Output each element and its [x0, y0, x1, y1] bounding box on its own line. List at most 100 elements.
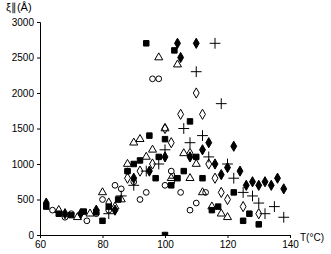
y-tick: 1500 [12, 123, 40, 134]
y-tick-label: 2000 [12, 88, 35, 99]
chart-svg: 6080100120140050010001500200025003000T(°… [0, 0, 331, 254]
point [153, 175, 158, 180]
point [185, 137, 196, 148]
point [253, 198, 264, 209]
point [247, 191, 258, 202]
y-axis-title: ξ∥(Å) [6, 1, 32, 14]
x-axis-line [41, 236, 291, 239]
point [240, 202, 246, 212]
point [103, 208, 114, 219]
x-tick: 140 [282, 235, 299, 250]
point [100, 218, 105, 223]
point [100, 197, 106, 203]
x-tick: 60 [35, 235, 47, 250]
point [116, 191, 127, 202]
point [186, 174, 194, 181]
point [84, 218, 90, 224]
point [155, 53, 163, 60]
point [231, 141, 237, 151]
y-tick-label: 3000 [12, 17, 35, 28]
point [144, 41, 149, 46]
y-tick: 2500 [12, 52, 40, 63]
point [55, 206, 63, 213]
series-4 [106, 88, 262, 219]
point [216, 98, 227, 109]
point [200, 175, 205, 180]
point [193, 38, 199, 48]
point [150, 76, 156, 82]
y-tick: 2000 [12, 88, 40, 99]
point [228, 173, 239, 184]
point [178, 109, 184, 119]
point [187, 207, 193, 213]
y-tick: 0 [28, 230, 40, 241]
series-0 [44, 41, 262, 235]
point [212, 173, 218, 183]
point [162, 136, 167, 141]
point [153, 159, 164, 170]
x-tick-label: 80 [97, 239, 109, 250]
point [275, 173, 281, 183]
y-tick-label: 1000 [12, 159, 35, 170]
x-tick-label: 100 [157, 239, 174, 250]
point [98, 188, 106, 195]
series-5 [103, 38, 289, 223]
point [218, 187, 224, 197]
x-tick-mark [103, 235, 104, 238]
point [156, 76, 162, 82]
point [193, 200, 199, 206]
y-tick-mark [37, 235, 40, 236]
x-tick-mark [290, 235, 291, 238]
point [200, 109, 206, 119]
x-tick: 100 [157, 235, 174, 250]
point [178, 190, 184, 196]
point [225, 194, 231, 204]
x-tick-mark [228, 235, 229, 238]
point [172, 48, 177, 53]
point [106, 198, 112, 208]
y-tick-label: 500 [17, 194, 34, 205]
plot-area: 6080100120140050010001500200025003000 [12, 17, 300, 250]
point [162, 123, 168, 133]
point [210, 38, 221, 49]
point [68, 211, 74, 217]
point [178, 52, 184, 62]
point [56, 211, 61, 216]
chart-container: 6080100120140050010001500200025003000T(°… [0, 0, 331, 254]
y-tick-mark [37, 58, 40, 59]
point [148, 145, 156, 152]
point [180, 149, 188, 156]
y-tick-label: 2500 [12, 52, 35, 63]
point [192, 159, 200, 166]
y-tick-mark [37, 164, 40, 165]
point [237, 166, 243, 176]
point [281, 184, 287, 194]
point [143, 190, 149, 196]
point [208, 202, 216, 209]
point [191, 66, 202, 77]
series-2 [55, 53, 232, 220]
y-tick: 1000 [12, 159, 40, 170]
point [137, 158, 142, 163]
point [260, 208, 271, 219]
point [175, 38, 181, 48]
point [181, 168, 186, 173]
point [217, 209, 225, 216]
point [141, 166, 152, 177]
point [193, 88, 199, 98]
x-tick-mark [165, 235, 166, 238]
point [169, 173, 180, 184]
x-axis: 6080100120140 [35, 235, 299, 250]
point [231, 190, 236, 195]
point [162, 182, 168, 188]
point [128, 180, 139, 191]
y-tick-mark [37, 200, 40, 201]
y-tick-mark [37, 22, 40, 23]
x-tick: 80 [97, 235, 109, 250]
point [223, 213, 231, 220]
y-tick-mark [37, 129, 40, 130]
point [278, 212, 289, 223]
y-axis-line [37, 23, 41, 236]
point [78, 209, 84, 219]
point [123, 159, 131, 166]
